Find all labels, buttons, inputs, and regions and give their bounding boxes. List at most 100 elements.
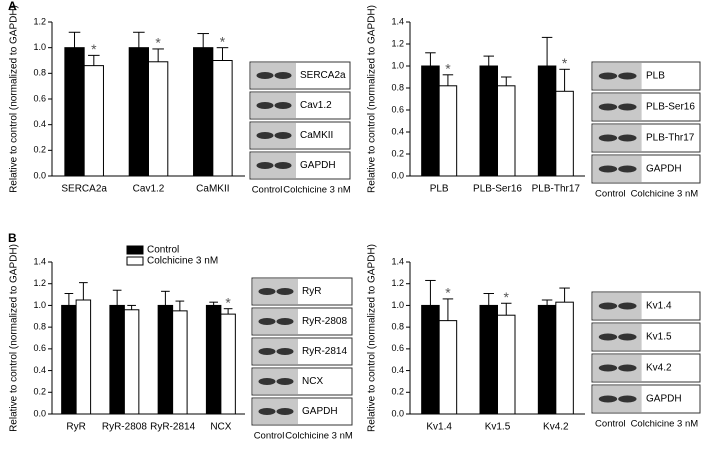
blot-band [598,364,618,372]
blot-label: GAPDH [302,406,338,417]
x-tick-label: Kv1.5 [485,422,511,433]
x-tick-label: PLB-Thr17 [532,184,581,195]
y-tick-label: 1.2 [391,38,404,48]
y-axis-label: Relative to control (normalized to GAPDH… [9,244,20,432]
blot-band [618,364,637,372]
bar [83,65,104,177]
bar [555,301,574,415]
blot-band [276,378,294,385]
lane-label: Colchicine 3 nM [285,431,353,442]
y-tick-label: 0.0 [33,170,46,180]
y-tick-label: 0.2 [33,145,46,155]
bar [64,47,85,177]
bar [497,314,516,415]
significance-mark: * [91,41,97,57]
blot-band [258,348,276,355]
bar [148,61,169,177]
bar [555,90,574,177]
blot-label: GAPDH [646,164,682,175]
blot-label: NCX [302,376,323,387]
y-tick-label: 0.2 [391,148,404,158]
lane-label: Control [595,189,626,200]
bar [109,304,125,415]
blot-band [276,408,294,415]
bar [421,65,440,177]
legend-label: Control [147,245,179,256]
bar [438,85,458,177]
x-tick-label: Kv1.4 [426,422,452,433]
x-tick-label: PLB-Ser16 [473,184,522,195]
blot-band [598,395,618,403]
significance-mark: * [155,35,161,51]
bar [157,304,174,415]
blot-band [618,72,637,80]
y-tick-label: 0.4 [33,119,46,129]
bar [537,65,557,177]
y-tick-label: 0.4 [391,365,404,375]
blot-label: Kv1.4 [646,301,672,312]
y-tick-label: 1.0 [33,300,46,310]
blot-band [274,72,292,79]
x-tick-label: Cav1.2 [133,184,165,195]
y-tick-label: 0.8 [33,68,46,78]
x-tick-label: SERCA2a [61,184,107,195]
legend-label: Colchicine 3 nM [147,256,218,267]
y-tick-label: 1.4 [391,16,404,26]
bar [75,299,92,415]
bar [479,304,498,415]
blot-band [256,102,274,109]
blot-band [274,132,292,139]
blot-band [598,165,618,173]
lane-label: Control [595,419,626,430]
y-axis-label: Relative to control (normalized to GAPDH… [9,5,20,193]
bar [61,304,77,415]
blot-band [618,103,637,111]
blot-band [618,134,637,142]
y-tick-label: 1.0 [391,60,404,70]
blot-band [276,288,294,295]
y-tick-label: 0.8 [391,322,404,332]
legend-swatch [126,256,144,266]
blot-band [598,103,618,111]
bar [438,320,458,415]
bar [193,47,214,177]
y-tick-label: 0.0 [33,408,46,418]
blot-band [258,318,276,325]
y-tick-label: 0.4 [33,365,46,375]
blot-label: GAPDH [646,394,682,405]
y-tick-label: 0.6 [33,343,46,353]
blot-band [598,333,618,341]
blot-label: CaMKII [300,130,333,141]
y-tick-label: 0.6 [33,93,46,103]
blot-band [256,72,274,79]
y-axis-label: Relative to control (normalized to GAPDH… [367,5,378,193]
blot-label: RyR [302,286,321,297]
bar [421,304,440,415]
bar [479,65,498,177]
blot-label: PLB-Ser16 [646,102,695,113]
blot-band [598,72,618,80]
blot-band [618,302,637,310]
blot-label: RyR-2808 [302,316,347,327]
bar [212,60,233,177]
blot-label: PLB-Thr17 [646,133,695,144]
blot-band [274,162,292,169]
bar [205,304,222,415]
lane-label: Colchicine 3 nM [283,185,351,196]
blot-band [276,348,294,355]
bar [172,310,188,415]
blot-label: GAPDH [300,160,336,171]
significance-mark: * [562,55,568,71]
blot-label: Kv1.5 [646,332,672,343]
significance-mark: * [220,33,226,49]
y-tick-label: 0.6 [391,104,404,114]
x-tick-label: PLB [430,184,449,195]
x-tick-label: NCX [210,422,231,433]
y-tick-label: 0.0 [391,170,404,180]
y-tick-label: 1.0 [391,300,404,310]
blot-band [598,302,618,310]
bar [220,313,236,415]
y-tick-label: 0.2 [33,387,46,397]
y-tick-label: 0.8 [391,82,404,92]
